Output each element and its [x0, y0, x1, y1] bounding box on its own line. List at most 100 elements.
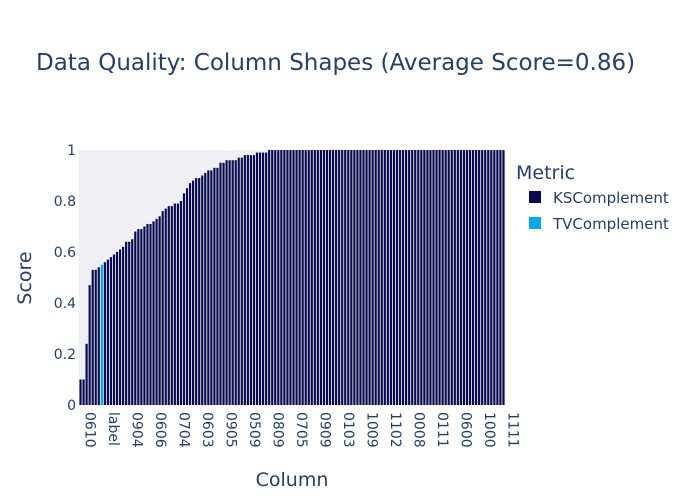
kscomplement-bar [316, 150, 319, 405]
kscomplement-bar [380, 150, 383, 405]
x-tick-label: 1102 [387, 412, 403, 448]
kscomplement-bar [228, 160, 231, 405]
kscomplement-bar [462, 150, 466, 405]
kscomplement-bar [204, 172, 207, 405]
kscomplement-bar [444, 150, 447, 405]
kscomplement-bar [487, 150, 490, 405]
kscomplement-bar [125, 241, 128, 405]
legend-swatch [529, 217, 541, 229]
x-tick-label: label [105, 412, 121, 446]
kscomplement-bar [128, 241, 131, 405]
kscomplement-bar [374, 150, 377, 405]
kscomplement-bar [152, 221, 155, 405]
kscomplement-bar [298, 150, 301, 405]
kscomplement-bar [395, 150, 399, 405]
kscomplement-bar [185, 188, 189, 405]
kscomplement-bar [170, 206, 173, 405]
kscomplement-bar [438, 150, 441, 405]
kscomplement-bar [179, 201, 183, 405]
kscomplement-bar [408, 150, 411, 405]
kscomplement-bar [234, 160, 237, 405]
kscomplement-bar [85, 343, 88, 405]
kscomplement-bar [88, 285, 91, 405]
kscomplement-bar [341, 150, 344, 405]
kscomplement-bar [423, 150, 426, 405]
kscomplement-bar [432, 150, 435, 405]
kscomplement-bar [134, 231, 137, 405]
kscomplement-bar [490, 150, 493, 405]
y-tick-label: 0.2 [54, 347, 76, 363]
kscomplement-bar [161, 211, 164, 405]
kscomplement-bar [213, 167, 216, 405]
kscomplement-bar [450, 150, 453, 405]
kscomplement-bar [398, 150, 402, 405]
y-tick-label: 0 [67, 398, 76, 414]
kscomplement-bar [255, 152, 259, 405]
kscomplement-bar [335, 150, 338, 405]
kscomplement-bar [347, 150, 350, 405]
kscomplement-bar [268, 150, 271, 405]
x-tick-label: 0704 [176, 412, 192, 448]
kscomplement-bar [265, 152, 268, 405]
kscomplement-bar [201, 175, 204, 405]
kscomplement-bar [465, 150, 469, 405]
kscomplement-bar [447, 150, 450, 405]
kscomplement-bar [356, 150, 359, 405]
x-tick-label: 1000 [481, 412, 497, 448]
kscomplement-bar [173, 203, 176, 405]
x-tick-label: 1009 [363, 412, 379, 448]
kscomplement-bar [243, 155, 246, 405]
kscomplement-bar [182, 193, 186, 405]
kscomplement-bar [338, 150, 341, 405]
kscomplement-bar [405, 150, 408, 405]
tvcomplement-bar [100, 264, 103, 405]
kscomplement-bar [274, 150, 277, 405]
kscomplement-bar [401, 150, 405, 405]
x-tick-label: 0111 [434, 412, 450, 448]
kscomplement-bar [493, 150, 496, 405]
kscomplement-bar [216, 167, 219, 405]
kscomplement-bar [167, 206, 170, 405]
kscomplement-bar [301, 150, 304, 405]
kscomplement-bar [219, 162, 222, 405]
kscomplement-bar [295, 150, 298, 405]
kscomplement-bar [192, 180, 195, 405]
kscomplement-bar [453, 150, 456, 405]
kscomplement-bar [499, 150, 502, 405]
kscomplement-bar [383, 150, 386, 405]
kscomplement-bar [502, 150, 505, 405]
kscomplement-bar [441, 150, 444, 405]
kscomplement-bar [344, 150, 347, 405]
kscomplement-bar [389, 150, 392, 405]
kscomplement-bar [322, 150, 326, 405]
x-tick-label: 0103 [340, 412, 356, 448]
kscomplement-bar [115, 252, 119, 405]
x-tick-label: 0606 [152, 412, 168, 448]
kscomplement-bar [496, 150, 499, 405]
x-tick-label: 0509 [246, 412, 262, 448]
kscomplement-bar [481, 150, 484, 405]
kscomplement-bar [149, 223, 152, 405]
kscomplement-bar [118, 249, 122, 405]
kscomplement-bar [392, 150, 396, 405]
kscomplement-bar [143, 226, 146, 405]
kscomplement-bar [386, 150, 389, 405]
kscomplement-bar [240, 157, 243, 405]
kscomplement-bar [414, 150, 417, 405]
kscomplement-bar [222, 162, 225, 405]
kscomplement-bar [277, 150, 280, 405]
kscomplement-bar [207, 170, 210, 405]
kscomplement-bar [304, 150, 307, 405]
kscomplement-bar [252, 155, 256, 405]
kscomplement-bar [188, 183, 192, 405]
kscomplement-bar [353, 150, 356, 405]
kscomplement-bar [456, 150, 459, 405]
kscomplement-bar [429, 150, 432, 405]
chart-title: Data Quality: Column Shapes (Average Sco… [36, 50, 636, 76]
x-tick-label: 1111 [504, 412, 520, 448]
kscomplement-bar [331, 150, 335, 405]
kscomplement-bar [258, 152, 262, 405]
kscomplement-bar [249, 155, 253, 405]
kscomplement-bar [195, 178, 198, 405]
